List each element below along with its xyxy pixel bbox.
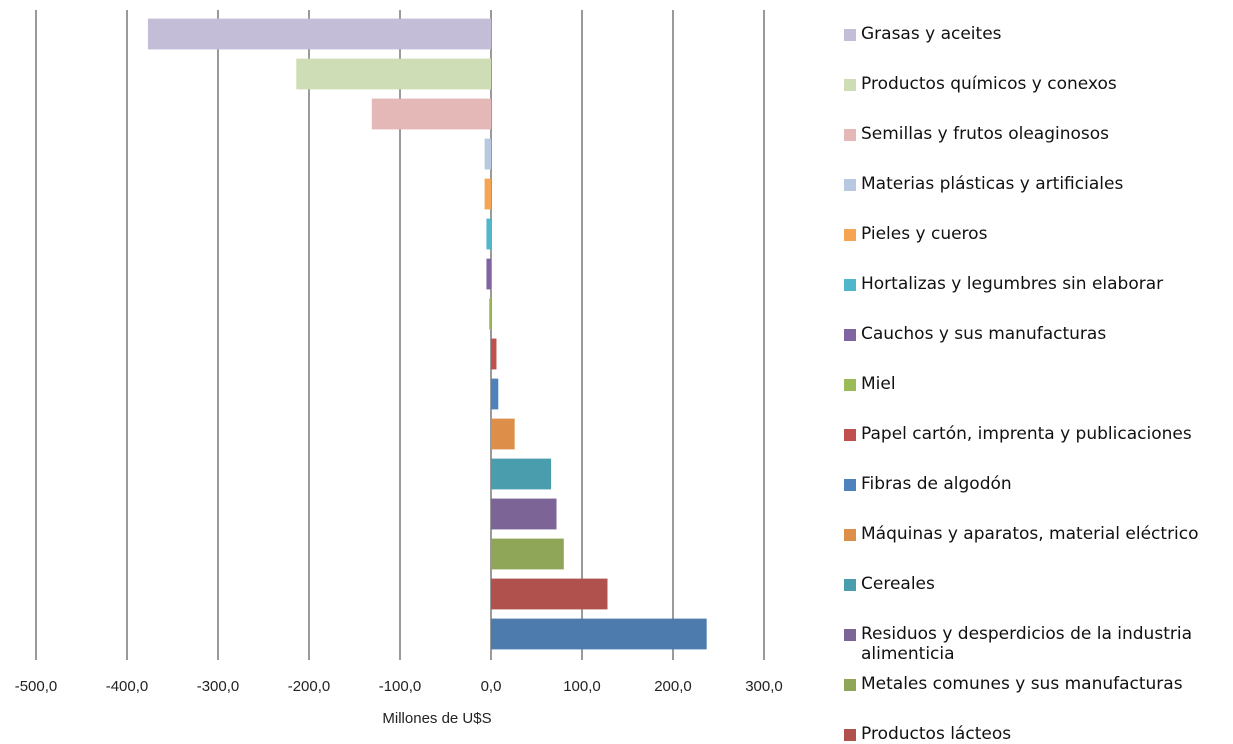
legend-item: Miel — [844, 374, 1231, 394]
legend-label: Grasas y aceites — [861, 24, 1002, 44]
x-tick-label: 300,0 — [745, 678, 783, 695]
legend-swatch — [844, 379, 856, 391]
bar — [296, 58, 491, 90]
legend-label: Semillas y frutos oleaginosos — [861, 124, 1110, 144]
legend-swatch — [844, 579, 856, 591]
x-tick-label: -400,0 — [106, 678, 149, 695]
legend-swatch — [844, 479, 856, 491]
legend-label: Productos lácteos — [861, 724, 1012, 744]
legend-swatch — [844, 79, 856, 91]
bar — [484, 178, 491, 210]
legend-swatch — [844, 129, 856, 141]
bar — [491, 418, 515, 450]
legend-label: Máquinas y aparatos, material eléctrico — [861, 524, 1199, 544]
bar — [484, 138, 491, 170]
bar — [491, 338, 497, 370]
legend-label: Cereales — [861, 574, 935, 594]
bar — [147, 18, 491, 50]
legend-item: Productos químicos y conexos — [844, 74, 1231, 94]
legend-label: Papel cartón, imprenta y publicaciones — [861, 424, 1192, 444]
bar — [491, 538, 564, 570]
legend-swatch — [844, 229, 856, 241]
legend-label: Metales comunes y sus manufacturas — [861, 674, 1183, 694]
legend-item: Máquinas y aparatos, material eléctrico — [844, 524, 1231, 544]
legend-swatch — [844, 329, 856, 341]
legend-swatch — [844, 529, 856, 541]
legend-label: Hortalizas y legumbres sin elaborar — [861, 274, 1164, 294]
legend-item: Materias plásticas y artificiales — [844, 174, 1231, 194]
legend-swatch — [844, 279, 856, 291]
legend-swatch — [844, 429, 856, 441]
legend-item: Grasas y aceites — [844, 24, 1231, 44]
legend-label: Cauchos y sus manufacturas — [861, 324, 1107, 344]
bar — [486, 218, 491, 250]
x-axis-title: Millones de U$S — [382, 710, 491, 727]
bar — [486, 258, 491, 290]
bar — [491, 378, 499, 410]
legend-item: Productos lácteos — [844, 724, 1231, 744]
legend-item: Cereales — [844, 574, 1231, 594]
legend-item: Semillas y frutos oleaginosos — [844, 124, 1231, 144]
bars — [147, 18, 707, 650]
legend-swatch — [844, 679, 856, 691]
legend-label: Residuos y desperdicios de la industria … — [861, 624, 1192, 664]
x-tick-label: -300,0 — [197, 678, 240, 695]
x-tick-label: 200,0 — [654, 678, 692, 695]
legend-item: Residuos y desperdicios de la industria … — [844, 624, 1231, 664]
x-tick-label: -100,0 — [379, 678, 422, 695]
x-tick-label: 100,0 — [563, 678, 601, 695]
legend-swatch — [844, 29, 856, 41]
legend-swatch — [844, 629, 856, 641]
legend-label: Productos químicos y conexos — [861, 74, 1117, 94]
legend-swatch — [844, 179, 856, 191]
bar — [491, 618, 707, 650]
legend-label: Fibras de algodón — [861, 474, 1012, 494]
legend-label: Pieles y cueros — [861, 224, 988, 244]
legend-label: Materias plásticas y artificiales — [861, 174, 1124, 194]
bar — [371, 98, 491, 130]
x-tick-labels: -500,0 -400,0 -300,0 -200,0 -100,0 0,0 100,0 20… — [15, 678, 783, 695]
bar — [491, 498, 557, 530]
legend-label: Miel — [861, 374, 896, 394]
x-tick-label: -500,0 — [15, 678, 58, 695]
legend-item: Papel cartón, imprenta y publicaciones — [844, 424, 1231, 444]
legend-item: Hortalizas y legumbres sin elaborar — [844, 274, 1231, 294]
bar — [489, 298, 491, 330]
legend-swatch — [844, 729, 856, 741]
x-tick-label: -200,0 — [288, 678, 331, 695]
legend-item: Fibras de algodón — [844, 474, 1231, 494]
legend-item: Pieles y cueros — [844, 224, 1231, 244]
bar — [491, 578, 608, 610]
x-tick-label: 0,0 — [481, 678, 502, 695]
bar — [491, 458, 552, 490]
legend-item: Cauchos y sus manufacturas — [844, 324, 1231, 344]
legend-item: Metales comunes y sus manufacturas — [844, 674, 1231, 694]
